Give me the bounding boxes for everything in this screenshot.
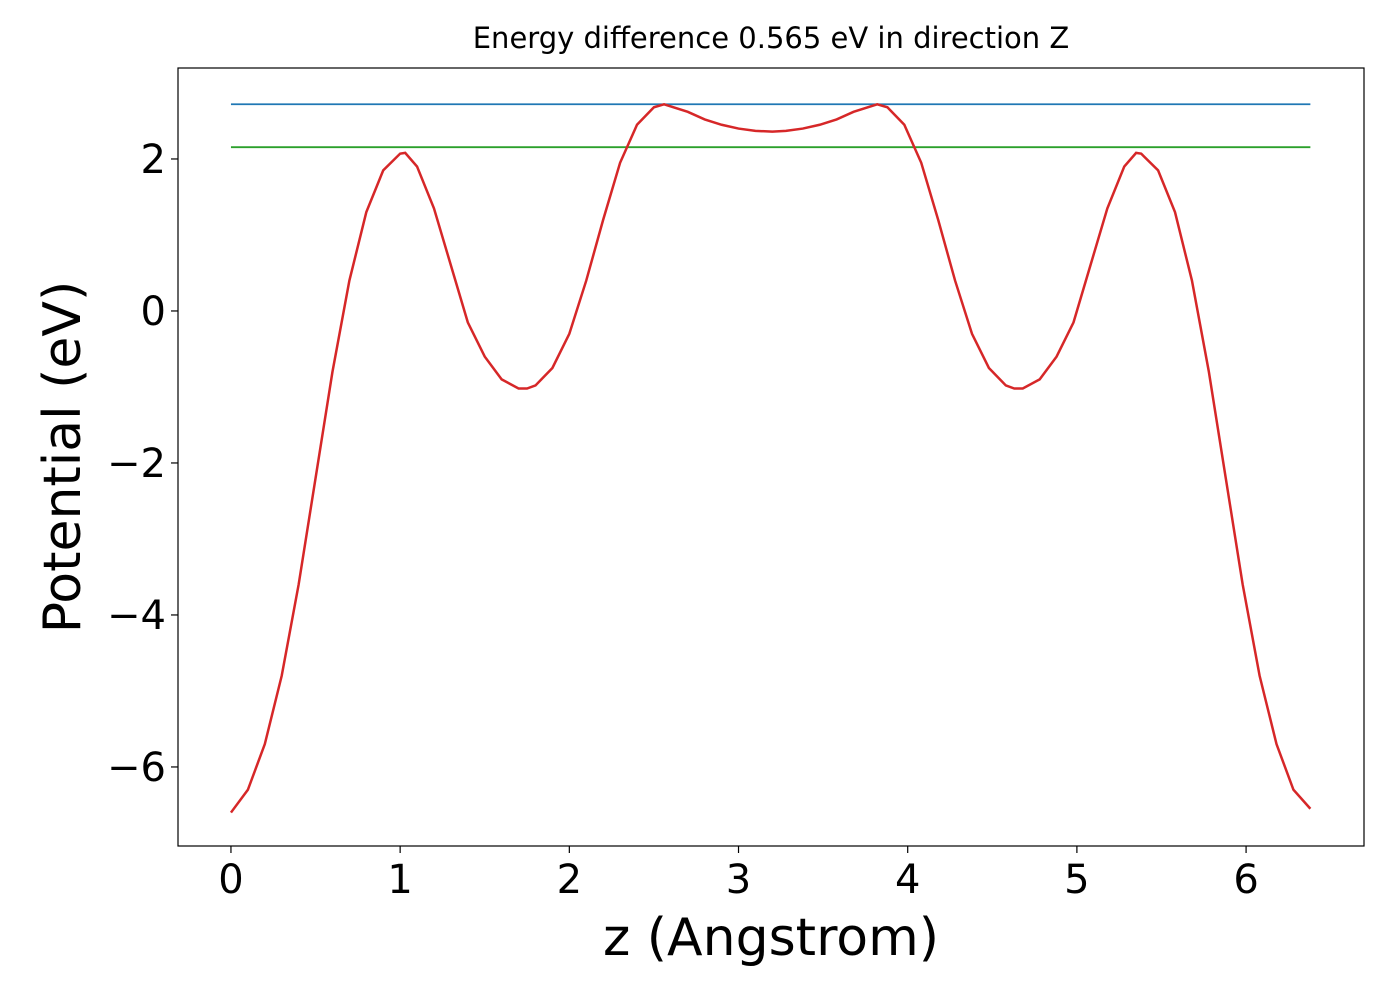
x-tick-label: 2: [557, 857, 582, 903]
series-line: [229, 102, 1312, 814]
plot-frame: [177, 67, 1365, 847]
y-tick-label: −6: [107, 745, 166, 791]
x-tick-label: 3: [726, 857, 751, 903]
x-tick-label: 1: [387, 857, 412, 903]
x-tick-label: 6: [1233, 857, 1258, 903]
y-tick-label: −4: [107, 593, 166, 639]
x-tick-label: 4: [895, 857, 920, 903]
x-tick-label: 0: [218, 857, 243, 903]
y-tick-label: −2: [107, 441, 166, 487]
x-axis-label: z (Angstrom): [603, 908, 939, 968]
y-tick-label: 2: [141, 137, 166, 183]
y-tick-label: 0: [141, 289, 166, 335]
x-tick-label: 5: [1064, 857, 1089, 903]
chart-title: Energy difference 0.565 eV in direction …: [473, 21, 1070, 55]
y-axis-label: Potential (eV): [33, 281, 93, 633]
